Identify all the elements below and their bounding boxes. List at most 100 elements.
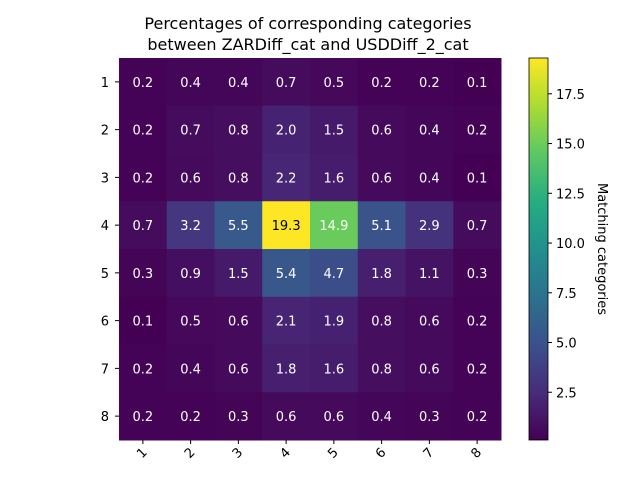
cell-value-label: 0.3 — [467, 267, 488, 282]
cell-value-label: 0.3 — [228, 410, 249, 425]
cell-value-label: 0.2 — [133, 410, 154, 425]
cell-value-label: 0.6 — [419, 315, 440, 330]
cell-value-label: 0.3 — [133, 267, 154, 282]
cell-value-label: 0.8 — [228, 124, 249, 139]
heatmap-cell — [262, 249, 311, 298]
cell-value-label: 14.9 — [319, 219, 348, 234]
colorbar-tick-label: 5.0 — [556, 337, 577, 352]
heatmap-cell — [310, 105, 359, 154]
y-tick-label: 7 — [101, 362, 109, 377]
heatmap-cell — [453, 392, 502, 441]
cell-value-label: 0.2 — [133, 76, 154, 91]
cell-value-label: 0.1 — [133, 315, 154, 330]
cell-value-label: 3.2 — [180, 219, 201, 234]
cell-value-label: 1.6 — [324, 171, 345, 186]
cell-value-label: 1.5 — [228, 267, 249, 282]
cell-value-label: 0.8 — [371, 362, 392, 377]
y-tick-label: 5 — [101, 267, 109, 282]
heatmap-cell — [166, 58, 215, 107]
colorbar-tick-label: 15.0 — [556, 138, 585, 153]
cell-value-label: 0.1 — [467, 171, 488, 186]
cell-value-label: 0.2 — [467, 124, 488, 139]
heatmap-cell — [214, 105, 263, 154]
heatmap-cell — [310, 58, 359, 107]
cell-value-label: 0.4 — [371, 410, 392, 425]
cell-value-label: 0.7 — [133, 219, 154, 234]
cell-value-label: 1.9 — [324, 315, 345, 330]
heatmap-cell — [214, 296, 263, 345]
cell-value-label: 0.6 — [324, 410, 345, 425]
x-tick-label: 3 — [230, 445, 246, 461]
cell-value-label: 0.9 — [180, 267, 201, 282]
heatmap-cell — [262, 201, 311, 250]
heatmap-cell — [310, 153, 359, 202]
heatmap-cell — [166, 201, 215, 250]
heatmap-cell — [453, 153, 502, 202]
heatmap-cell — [166, 249, 215, 298]
heatmap-cell — [262, 392, 311, 441]
x-tick-label: 4 — [277, 445, 293, 461]
cell-value-label: 0.6 — [228, 362, 249, 377]
colorbar-label: Matching categories — [594, 183, 609, 315]
heatmap-cell — [214, 392, 263, 441]
heatmap-cell — [262, 58, 311, 107]
y-tick-label: 1 — [101, 76, 109, 91]
cell-value-label: 5.4 — [276, 267, 297, 282]
colorbar: 2.5 5.0 7.5 10.0 12.5 15.0 17.5 — [528, 57, 585, 441]
heatmap-cell — [262, 296, 311, 345]
cell-value-label: 0.5 — [324, 76, 345, 91]
heatmap-cell — [357, 58, 406, 107]
heatmap-cell — [119, 249, 168, 298]
heatmap-cell — [119, 344, 168, 393]
heatmap-cell — [453, 105, 502, 154]
colorbar-tick-label: 10.0 — [556, 237, 585, 252]
heatmap-cells: 0.2 0.4 0.4 0.7 0.5 0.2 0.2 0.1 0.2 0.7 0.8 2.0 1.5 0… — [119, 58, 502, 441]
x-tick-label: 2 — [182, 445, 198, 461]
heatmap-cell — [262, 105, 311, 154]
heatmap-cell — [405, 249, 454, 298]
y-tick-label: 2 — [101, 124, 109, 139]
cell-value-label: 0.3 — [419, 410, 440, 425]
cell-value-label: 0.4 — [228, 76, 249, 91]
heatmap-cell — [453, 344, 502, 393]
cell-value-label: 2.0 — [276, 124, 297, 139]
cell-value-label: 0.2 — [180, 410, 201, 425]
heatmap-cell — [405, 201, 454, 250]
heatmap-cell — [119, 296, 168, 345]
heatmap-cell — [405, 58, 454, 107]
x-tick-label: 8 — [468, 445, 484, 461]
cell-value-label: 5.5 — [228, 219, 249, 234]
heatmap-cell — [262, 344, 311, 393]
chart-title-line2: between ZARDiff_cat and USDDiff_2_cat — [147, 35, 468, 55]
cell-value-label: 0.7 — [467, 219, 488, 234]
cell-value-label: 0.4 — [419, 124, 440, 139]
heatmap-cell — [166, 153, 215, 202]
cell-value-label: 1.1 — [419, 267, 440, 282]
cell-value-label: 0.6 — [371, 171, 392, 186]
heatmap-cell — [262, 153, 311, 202]
heatmap-cell — [453, 201, 502, 250]
cell-value-label: 4.7 — [324, 267, 345, 282]
chart-title-line1: Percentages of corresponding categories — [144, 14, 471, 33]
heatmap-cell — [119, 392, 168, 441]
cell-value-label: 5.1 — [371, 219, 392, 234]
cell-value-label: 0.2 — [371, 76, 392, 91]
heatmap-cell — [357, 344, 406, 393]
cell-value-label: 2.2 — [276, 171, 297, 186]
cell-value-label: 2.1 — [276, 315, 297, 330]
heatmap-cell — [357, 201, 406, 250]
heatmap-cell — [405, 296, 454, 345]
cell-value-label: 1.8 — [276, 362, 297, 377]
cell-value-label: 0.4 — [180, 362, 201, 377]
y-tick-label: 6 — [101, 315, 109, 330]
heatmap-cell — [357, 249, 406, 298]
heatmap-cell — [453, 58, 502, 107]
cell-value-label: 0.2 — [467, 315, 488, 330]
cell-value-label: 0.6 — [371, 124, 392, 139]
heatmap-cell — [119, 201, 168, 250]
heatmap-cell — [119, 105, 168, 154]
x-tick-label: 1 — [134, 445, 150, 461]
heatmap-cell — [214, 201, 263, 250]
heatmap-cell — [310, 249, 359, 298]
colorbar-tick-label: 17.5 — [556, 88, 585, 103]
